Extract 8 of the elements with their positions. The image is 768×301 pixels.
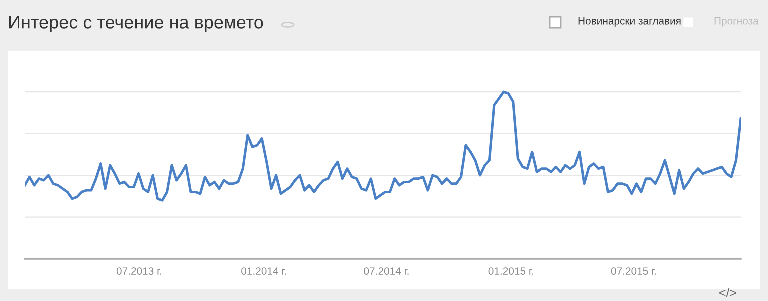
x-tick-label: 07.2015 г. (611, 268, 656, 275)
x-tick-label: 01.2015 г. (488, 268, 534, 275)
x-tick-label: 07.2013 г. (116, 268, 162, 275)
x-tick-label: 01.2014 г. (242, 268, 286, 275)
chart-title: Интерес с течение на времето (9, 16, 264, 32)
x-tick-label: 07.2014 г. (364, 268, 409, 275)
text: Новинарски заглавия (578, 18, 681, 27)
text: </> (720, 288, 736, 298)
